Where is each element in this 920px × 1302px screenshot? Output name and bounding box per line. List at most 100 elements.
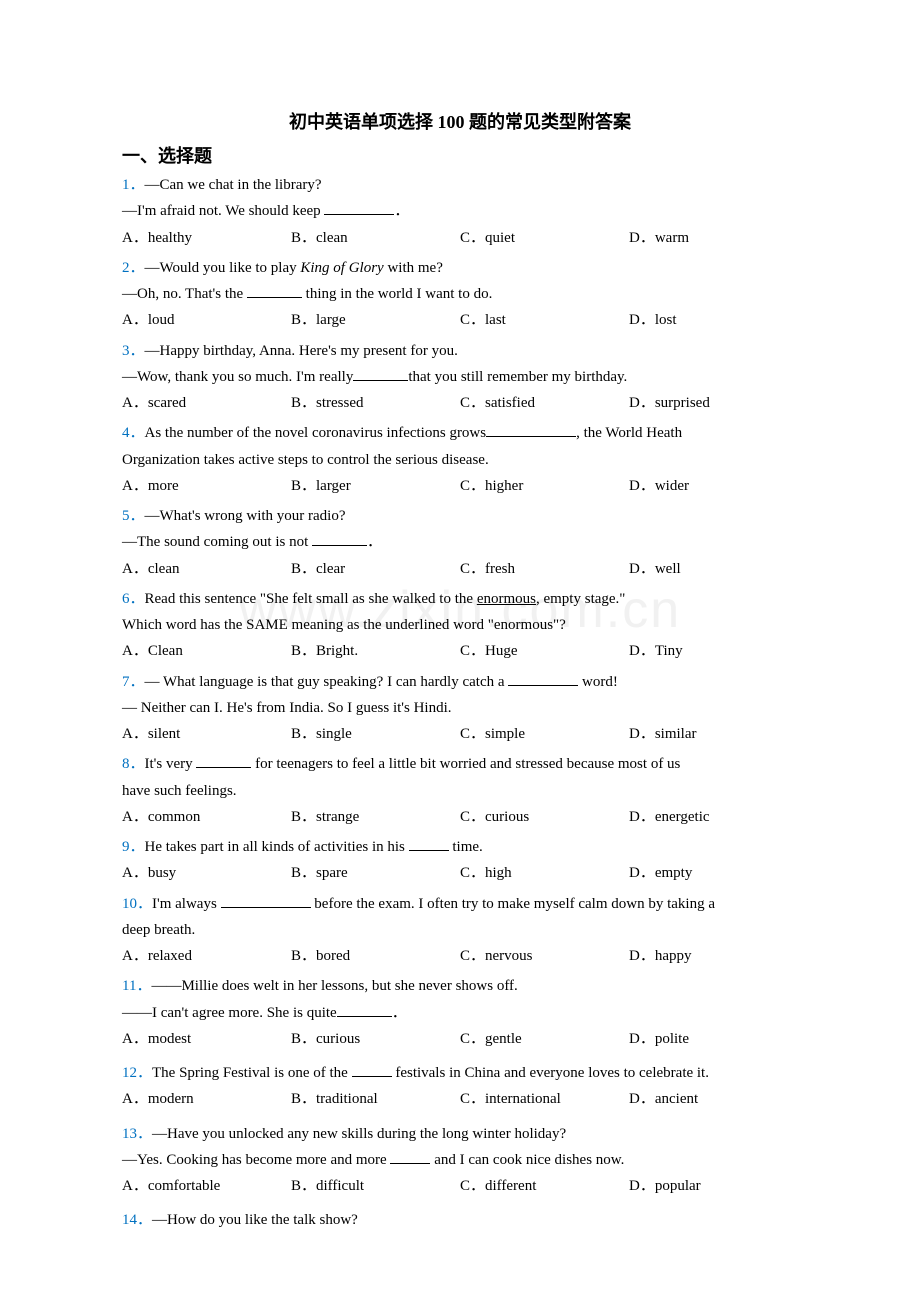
option-b: B．single: [291, 721, 460, 747]
option-a: A．silent: [122, 721, 291, 747]
blank: [390, 1163, 430, 1164]
option-a: A．common: [122, 804, 291, 830]
blank: [486, 436, 576, 437]
option-b: B．clear: [291, 556, 460, 582]
blank: [409, 850, 449, 851]
q-text: —I'm afraid not. We should keep: [122, 203, 321, 219]
option-c: C．nervous: [460, 943, 629, 969]
option-d: D．lost: [629, 307, 798, 333]
q-text: As the number of the novel coronavirus i…: [145, 425, 487, 441]
options-row: A．modern B．traditional C．international D…: [122, 1086, 798, 1112]
option-a: A．loud: [122, 307, 291, 333]
blank: [353, 380, 408, 381]
option-d: D．warm: [629, 225, 798, 251]
option-d: D．surprised: [629, 390, 798, 416]
question-11: 11．——Millie does welt in her lessons, bu…: [122, 973, 798, 1052]
option-a: A．more: [122, 473, 291, 499]
q-text: Organization takes active steps to contr…: [122, 452, 489, 468]
question-4: 4．As the number of the novel coronavirus…: [122, 420, 798, 499]
option-c: C．simple: [460, 721, 629, 747]
q-number: 5．: [122, 508, 145, 524]
q-number: 14．: [122, 1212, 152, 1228]
options-row: A．healthy B．clean C．quiet D．warm: [122, 225, 798, 251]
q-text: — What language is that guy speaking? I …: [145, 674, 509, 690]
blank: [352, 1076, 392, 1077]
q-text: before the exam. I often try to make mys…: [311, 896, 715, 912]
options-row: A．Clean B．Bright. C．Huge D．Tiny: [122, 638, 798, 664]
q-text: , the World Heath: [576, 425, 682, 441]
question-10: 10．I'm always before the exam. I often t…: [122, 891, 798, 970]
question-14: 14．—How do you like the talk show?: [122, 1207, 798, 1233]
blank: [196, 767, 251, 768]
option-a: A．scared: [122, 390, 291, 416]
options-row: A．busy B．spare C．high D．empty: [122, 860, 798, 886]
options-row: A．comfortable B．difficult C．different D．…: [122, 1173, 798, 1199]
q-number: 12．: [122, 1065, 152, 1081]
option-c: C．gentle: [460, 1026, 629, 1052]
option-d: D．polite: [629, 1026, 798, 1052]
option-a: A．clean: [122, 556, 291, 582]
option-a: A．Clean: [122, 638, 291, 664]
q-text: for teenagers to feel a little bit worri…: [251, 756, 680, 772]
q-text: festivals in China and everyone loves to…: [392, 1065, 709, 1081]
option-d: D．energetic: [629, 804, 798, 830]
q-text: —What's wrong with your radio?: [145, 508, 346, 524]
question-7: 7．— What language is that guy speaking? …: [122, 669, 798, 748]
option-b: B．Bright.: [291, 638, 460, 664]
option-c: C．quiet: [460, 225, 629, 251]
q-text: It's very: [145, 756, 197, 772]
blank: [508, 685, 578, 686]
option-b: B．spare: [291, 860, 460, 886]
option-d: D．wider: [629, 473, 798, 499]
q-text: deep breath.: [122, 922, 195, 938]
question-9: 9．He takes part in all kinds of activiti…: [122, 834, 798, 887]
option-a: A．relaxed: [122, 943, 291, 969]
question-5: 5．—What's wrong with your radio? —The so…: [122, 503, 798, 582]
q-number: 1．: [122, 177, 145, 193]
options-row: A．modest B．curious C．gentle D．polite: [122, 1026, 798, 1052]
q-text: Which word has the SAME meaning as the u…: [122, 617, 566, 633]
options-row: A．clean B．clear C．fresh D．well: [122, 556, 798, 582]
options-row: A．silent B．single C．simple D．similar: [122, 721, 798, 747]
q-text: and I can cook nice dishes now.: [430, 1152, 624, 1168]
q-text: Read this sentence "She felt small as sh…: [145, 591, 477, 607]
q-text: ——Millie does welt in her lessons, but s…: [151, 978, 517, 994]
option-d: D．well: [629, 556, 798, 582]
option-c: C．satisfied: [460, 390, 629, 416]
option-c: C．international: [460, 1086, 629, 1112]
q-text: , empty stage.": [536, 591, 625, 607]
option-d: D．popular: [629, 1173, 798, 1199]
option-d: D．similar: [629, 721, 798, 747]
option-b: B．larger: [291, 473, 460, 499]
q-punct: ．: [394, 203, 409, 219]
q-italic: King of Glory: [300, 260, 383, 276]
option-b: B．strange: [291, 804, 460, 830]
options-row: A．scared B．stressed C．satisfied D．surpri…: [122, 390, 798, 416]
question-8: 8．It's very for teenagers to feel a litt…: [122, 751, 798, 830]
blank: [337, 1016, 392, 1017]
option-b: B．curious: [291, 1026, 460, 1052]
option-d: D．Tiny: [629, 638, 798, 664]
q-number: 10．: [122, 896, 152, 912]
blank: [247, 297, 302, 298]
q-text: word!: [578, 674, 618, 690]
q-punct: ．: [392, 1005, 407, 1021]
q-text: ——I can't agree more. She is quite: [122, 1005, 337, 1021]
q-text: have such feelings.: [122, 783, 237, 799]
option-d: D．ancient: [629, 1086, 798, 1112]
q-text: —Oh, no. That's the: [122, 286, 247, 302]
option-b: B．difficult: [291, 1173, 460, 1199]
blank: [221, 907, 311, 908]
option-b: B．bored: [291, 943, 460, 969]
q-underline: enormous: [477, 591, 536, 607]
options-row: A．common B．strange C．curious D．energetic: [122, 804, 798, 830]
q-text: —Can we chat in the library?: [145, 177, 322, 193]
q-text: —Wow, thank you so much. I'm really: [122, 369, 353, 385]
q-number: 3．: [122, 343, 145, 359]
q-number: 8．: [122, 756, 145, 772]
q-text: thing in the world I want to do.: [302, 286, 492, 302]
options-row: A．loud B．large C．last D．lost: [122, 307, 798, 333]
q-text: —Have you unlocked any new skills during…: [152, 1126, 566, 1142]
option-a: A．modest: [122, 1026, 291, 1052]
question-2: 2．—Would you like to play King of Glory …: [122, 255, 798, 334]
